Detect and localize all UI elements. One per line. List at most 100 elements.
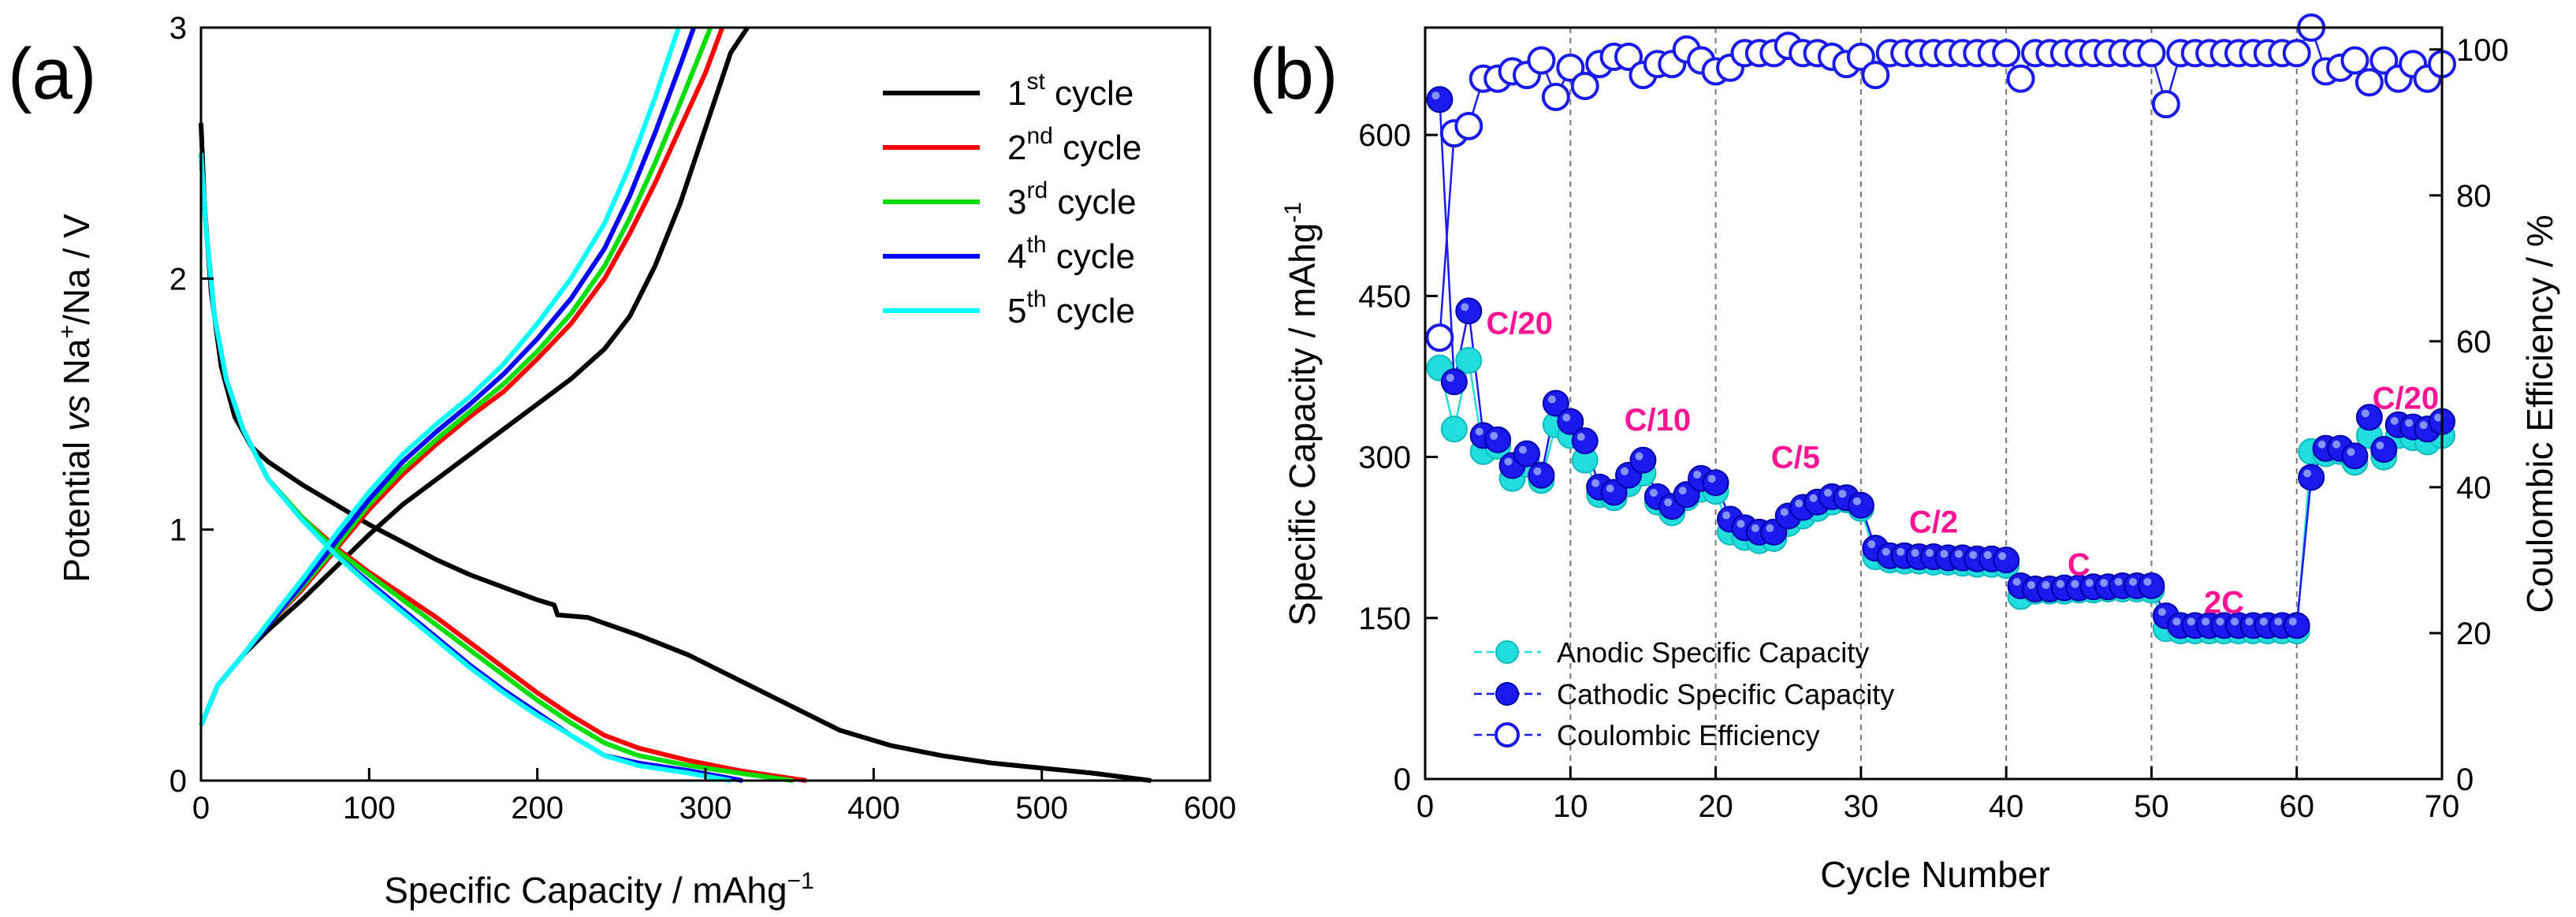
ce-point: [1570, 72, 1599, 101]
rate-label: 2C: [2204, 585, 2244, 620]
ce-point: [1846, 43, 1875, 72]
ce-point: [1527, 46, 1556, 75]
legend-number: 5: [1007, 292, 1026, 330]
cathodic-point-highlight: [1533, 467, 1542, 475]
ce-point: [2355, 68, 2384, 97]
legend-label-anodic: Anodic Specific Capacity: [1557, 636, 1869, 669]
y-tick-label: 2: [169, 262, 187, 296]
ce-point: [1541, 82, 1570, 111]
cathodic-point-highlight: [1635, 452, 1644, 460]
panel-b-y-axis-title-right: Coulombic Efficiency / %: [2519, 214, 2560, 613]
x-tick-label: 200: [511, 791, 564, 826]
panel-a-x-axis-title: Specific Capacity / mAhg−1: [384, 868, 814, 911]
cathodic-point-highlight: [2157, 608, 2166, 617]
cathodic-point-highlight: [2129, 577, 2137, 586]
legend-word: cycle: [1048, 183, 1136, 222]
ce-point: [1454, 111, 1483, 140]
cathodic-point-highlight: [2332, 440, 2340, 449]
cathodic-point-highlight: [1766, 524, 1774, 532]
cathodic-point: [1528, 461, 1555, 489]
legend-label-ce: Coulombic Efficiency: [1557, 719, 1819, 751]
x-tick-label: 0: [1416, 789, 1434, 824]
panel-b-x-axis-title: Cycle Number: [1820, 854, 2049, 895]
ce-point: [2340, 46, 2369, 75]
cathodic-point-highlight: [1852, 497, 1861, 505]
cathodic-point-highlight: [2172, 617, 2181, 626]
panel-a-y-axis-title: Potential vs Na+/Na / V: [54, 214, 97, 583]
cathodic-point: [1484, 426, 1512, 453]
curve-cycle2-discharge: [199, 152, 807, 783]
cathodic-point-highlight: [2434, 413, 2442, 422]
cathodic-point-highlight: [1591, 479, 1600, 487]
cathodic-point-highlight: [2100, 579, 2109, 587]
panel-b-legend: Anodic Specific Capacity Cathodic Specifi…: [1474, 636, 1894, 751]
rate-label: C/10: [1625, 403, 1692, 438]
legend-superscript: rd: [1026, 177, 1048, 203]
cathodic-point-highlight: [1882, 547, 1890, 556]
cathodic-point-highlight: [1693, 470, 1702, 479]
ce-point: [1614, 43, 1643, 72]
y-left-tick-label: 150: [1358, 602, 1411, 636]
panel-a-label: (a): [8, 34, 96, 114]
cathodic-point-highlight: [2245, 617, 2254, 626]
legend-number: 2: [1007, 129, 1026, 167]
panel-b: (b) 0 10 20 30 40 50 60 70015030045060002040608…: [1249, 13, 2560, 895]
cathodic-point-highlight: [1606, 484, 1614, 493]
rate-label: C/2: [1909, 505, 1958, 539]
legend-marker-cathodic: [1495, 682, 1519, 706]
legend-marker-ce: [1495, 722, 1520, 747]
x-tick-label: 60: [2279, 789, 2314, 824]
cathodic-point-highlight: [1737, 520, 1745, 528]
cathodic-point: [2370, 436, 2398, 464]
anodic-point: [1440, 416, 1468, 443]
cathodic-point-highlight: [1824, 488, 1832, 497]
cathodic-point-highlight: [1780, 508, 1789, 516]
cathodic-point-highlight: [1649, 488, 1658, 497]
cathodic-point: [1513, 440, 1540, 468]
cathodic-point-highlight: [1504, 457, 1513, 466]
curve-cycle5-discharge: [199, 152, 731, 783]
cathodic-point-highlight: [2042, 581, 2050, 590]
cathodic-point-highlight: [1678, 486, 1687, 495]
legend-word: cycle: [1047, 237, 1135, 276]
legend-label-cathodic: Cathodic Specific Capacity: [1557, 678, 1894, 710]
cathodic-point-highlight: [1897, 547, 1905, 556]
legend-superscript: th: [1026, 232, 1046, 258]
cathodic-point-highlight: [1707, 475, 1716, 483]
legend-label-cycle1: 1st cycle: [1007, 69, 1134, 113]
cathodic-point-highlight: [2187, 617, 2195, 626]
cathodic-point: [2283, 612, 2310, 639]
cathodic-point-highlight: [1490, 431, 1498, 440]
y-right-tick-label: 60: [2456, 325, 2492, 360]
cathodic-point-highlight: [2303, 469, 2312, 478]
rate-label: C/5: [1771, 441, 1820, 475]
legend-marker-anodic: [1495, 640, 1519, 664]
cathodic-point-highlight: [2317, 440, 2326, 449]
cathodic-point-highlight: [2027, 581, 2035, 590]
cathodic-point-highlight: [1751, 524, 1759, 532]
rate-label: C: [2068, 548, 2090, 583]
panel-b-y-axis-title-left: Specific Capacity / mAhg-1: [1280, 202, 1323, 626]
legend-superscript: th: [1026, 286, 1046, 312]
cathodic-point: [1426, 86, 1454, 114]
cathodic-point-highlight: [2274, 617, 2283, 626]
x-tick-label: 300: [679, 791, 732, 826]
cathodic-point-highlight: [1983, 550, 1992, 559]
legend-label-cycle4: 4th cycle: [1007, 232, 1135, 276]
y-right-tick-label: 0: [2456, 762, 2474, 797]
cathodic-point: [1440, 368, 1468, 396]
cathodic-point-highlight: [1664, 498, 1673, 507]
anodic-point: [1455, 347, 1483, 375]
x-tick-label: 70: [2425, 789, 2460, 824]
panel-b-gridlines: [1569, 28, 2298, 779]
x-tick-label: 500: [1015, 791, 1068, 826]
ce-point: [1992, 39, 2021, 68]
y-left-tick-label: 600: [1358, 118, 1411, 153]
legend-word: cycle: [1047, 292, 1135, 330]
panel-b-plot-frame: [1424, 26, 2444, 781]
cathodic-point-highlight: [1911, 549, 1919, 557]
cathodic-point-highlight: [2202, 617, 2210, 626]
panel-a-ticks: 0 100 200 300 400 500 600 0 1 2 3: [169, 11, 1237, 826]
ce-point: [1556, 53, 1585, 82]
